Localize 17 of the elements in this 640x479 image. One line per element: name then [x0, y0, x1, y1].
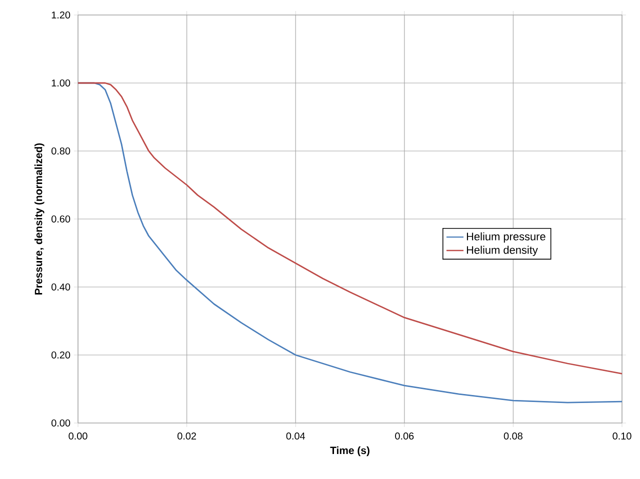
x-tick-label: 0.10 — [612, 432, 632, 440]
y-tick-label: 1.00 — [52, 79, 70, 87]
x-tick-label: 0.08 — [504, 432, 522, 440]
x-tick-label: 0.00 — [68, 432, 88, 440]
y-tick-label: 1.20 — [52, 11, 70, 19]
y-tick-label: 0.80 — [51, 147, 70, 155]
y-tick-label: 0.60 — [51, 215, 70, 223]
legend-label: Helium pressure — [466, 232, 546, 243]
legend-label: Helium density — [466, 246, 538, 256]
x-tick-label: 0.04 — [286, 432, 306, 440]
x-tick-label: 0.02 — [177, 432, 196, 440]
y-tick-label: 0.20 — [51, 351, 70, 359]
y-tick-label: 0.40 — [51, 283, 70, 291]
y-tick-label: 0.00 — [51, 419, 70, 427]
y-axis-title: Pressure, density (normalized) — [34, 143, 44, 294]
x-axis-title: Time (s) — [330, 446, 370, 456]
x-tick-label: 0.06 — [395, 432, 414, 440]
